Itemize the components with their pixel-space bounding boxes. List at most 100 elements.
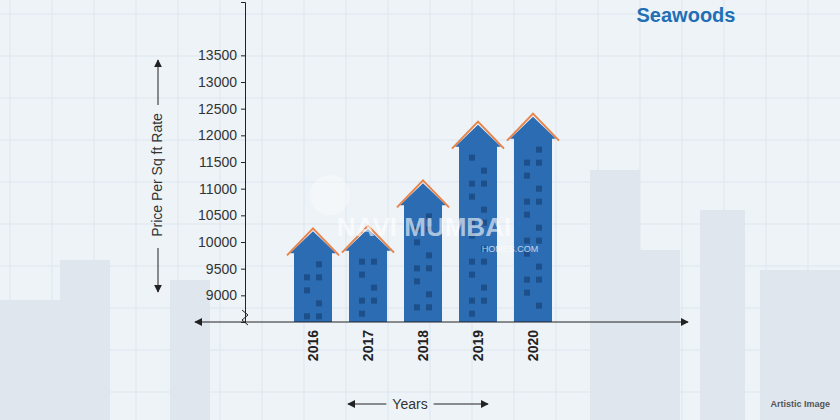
arrow-outline — [507, 114, 559, 141]
x-tick: 2018 — [415, 330, 431, 361]
bar-window — [316, 313, 322, 319]
y-tick-mark — [241, 55, 245, 56]
y-tick-mark — [241, 215, 245, 216]
y-tick-label: 13500 — [198, 47, 237, 63]
x-tick-label: 2017 — [360, 330, 376, 361]
deco-line — [0, 56, 840, 57]
deco-building — [590, 170, 640, 420]
deco-line — [304, 0, 305, 420]
watermark-logo — [310, 175, 350, 215]
deco-building — [760, 270, 840, 420]
bar-window — [524, 199, 530, 205]
y-axis: 9000 9500 10000 10500 11000 11500 12000 12500 13… — [198, 3, 245, 323]
deco-arrow — [348, 404, 386, 405]
y-tick: 11500 — [199, 154, 245, 170]
y-tick-label: 10500 — [198, 207, 237, 223]
bar-window — [316, 300, 322, 306]
x-tick-label: 2018 — [415, 330, 431, 361]
background-grid — [0, 0, 840, 420]
deco-building — [0, 300, 60, 420]
bar-window — [469, 155, 475, 161]
image-note: Artistic Image — [770, 399, 830, 409]
y-tick-mark — [241, 189, 245, 190]
bar-window — [536, 199, 542, 205]
arrow-outline — [452, 122, 504, 149]
deco-line — [556, 0, 557, 420]
y-tick: 11000 — [199, 181, 245, 197]
x-tick: 2016 — [305, 330, 321, 361]
y-tick-mark — [241, 109, 245, 110]
x-axis-title: Years — [392, 396, 427, 412]
bar-window — [524, 290, 530, 296]
x-tick: 2019 — [470, 330, 486, 361]
bar-window — [524, 212, 530, 218]
arrow-outline — [287, 228, 339, 255]
deco-building — [640, 250, 680, 420]
arrow-outline — [397, 180, 449, 207]
bar-window — [481, 285, 487, 291]
bar-window — [426, 304, 432, 310]
bar-window — [469, 194, 475, 200]
bar-window — [536, 264, 542, 270]
deco-building — [170, 280, 210, 420]
watermark-sub: HOMES.COM — [482, 244, 539, 254]
y-tick: 10000 — [198, 234, 245, 250]
deco-line — [0, 140, 840, 141]
bar-window — [481, 181, 487, 187]
y-tick-label: 9500 — [206, 261, 237, 277]
bar-window — [316, 261, 322, 267]
bar-window — [414, 265, 420, 271]
y-tick-label: 11000 — [199, 181, 237, 197]
y-tick: 13500 — [198, 47, 245, 63]
deco-arrow — [158, 60, 159, 105]
y-tick: 9000 — [206, 287, 245, 303]
y-axis-title: Price Per Sq ft Rate — [149, 113, 165, 237]
y-axis-line — [241, 3, 246, 323]
bar-window — [414, 278, 420, 284]
bar-window — [426, 265, 432, 271]
deco-line — [682, 0, 683, 420]
x-axis: 2016 2017 2018 2019 2020 — [305, 330, 541, 361]
y-tick: 12000 — [198, 127, 245, 143]
bar-window — [359, 311, 365, 317]
y-tick-mark — [241, 269, 245, 270]
bar-window — [481, 259, 487, 265]
y-tick-label: 12000 — [198, 127, 237, 143]
y-tick-mark — [241, 135, 245, 136]
bar-window — [536, 160, 542, 166]
x-tick: 2020 — [525, 330, 541, 361]
bar-window — [304, 313, 310, 319]
plot-area — [287, 114, 559, 322]
y-tick-mark — [241, 295, 245, 296]
x-tick-label: 2016 — [305, 330, 321, 361]
bar-window — [469, 181, 475, 187]
bar-window — [469, 298, 475, 304]
y-tick-label: 9000 — [206, 287, 237, 303]
x-tick-label: 2020 — [525, 330, 541, 361]
deco-arrow — [158, 248, 159, 292]
background — [0, 0, 840, 420]
bar-window — [316, 274, 322, 280]
x-axis-line — [195, 322, 688, 323]
bar-window — [304, 274, 310, 280]
y-tick-mark — [241, 162, 245, 163]
bar-window — [536, 147, 542, 153]
watermark: NAVI MUMBAI — [337, 212, 511, 242]
bar-arrow — [400, 183, 446, 322]
deco-line — [388, 0, 389, 420]
x-tick: 2017 — [360, 330, 376, 361]
bar-window — [359, 259, 365, 265]
bar-window — [481, 168, 487, 174]
bar-window — [536, 225, 542, 231]
y-tick-mark — [241, 242, 245, 243]
deco-building — [60, 260, 110, 420]
bar-window — [469, 259, 475, 265]
bar-window — [371, 285, 377, 291]
bar-window — [371, 298, 377, 304]
bar-window — [524, 173, 530, 179]
y-tick: 12500 — [198, 101, 245, 117]
bar-window — [536, 186, 542, 192]
y-tick: 9500 — [206, 261, 245, 277]
chart-title: Seawoods — [637, 4, 736, 26]
y-tick: 10500 — [198, 207, 245, 223]
